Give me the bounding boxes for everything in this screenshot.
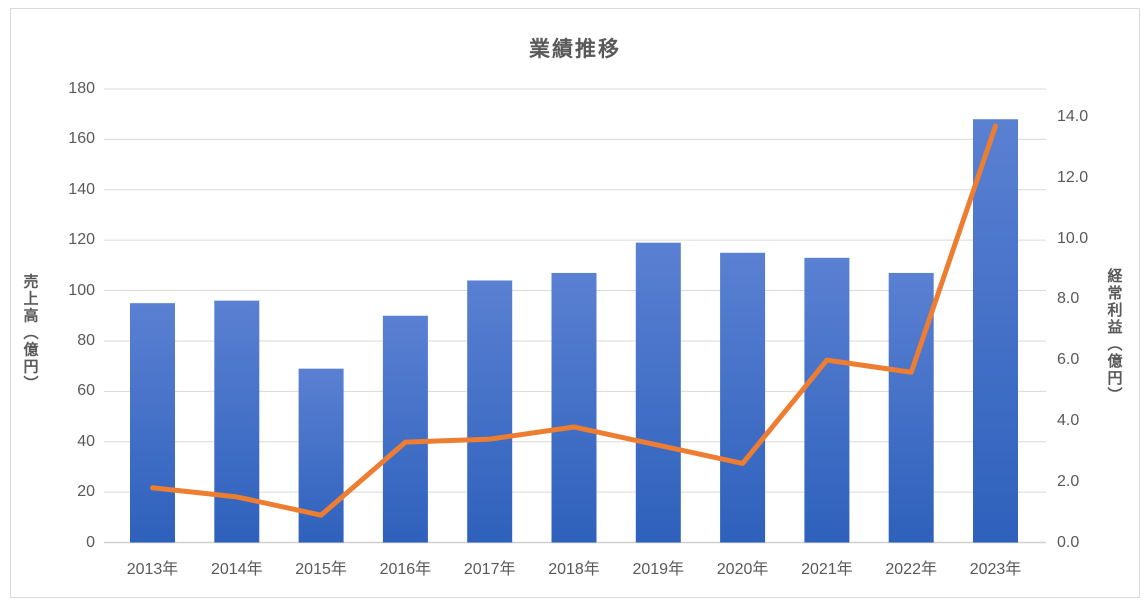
x-axis-label-2020年: 2020年 [716, 561, 769, 578]
left-axis-tick: 160 [68, 130, 95, 148]
left-axis-tick: 0 [86, 533, 95, 551]
left-axis-tick: 100 [68, 281, 95, 299]
bar-2022年 [888, 272, 934, 543]
x-axis-label-2018年: 2018年 [548, 561, 600, 578]
x-axis-label-2022年: 2022年 [885, 561, 937, 578]
left-axis-tick: 180 [68, 80, 95, 97]
bar-2017年 [467, 280, 513, 543]
right-axis-title: 経常利益（億円） [1105, 268, 1123, 404]
left-axis-title: 売上高（億円） [21, 273, 39, 393]
x-axis-label-2019年: 2019年 [632, 561, 685, 578]
bar-2014年 [214, 300, 260, 543]
right-axis-tick: 0.0 [1057, 533, 1080, 551]
bar-2023年 [973, 119, 1018, 543]
bar-2016年 [382, 315, 428, 543]
x-axis-label-2021年: 2021年 [801, 561, 853, 578]
right-axis-tick: 12.0 [1057, 168, 1089, 186]
x-axis-label-2015年: 2015年 [295, 561, 347, 578]
bar-2021年 [804, 257, 850, 543]
x-axis-label-2017年: 2017年 [463, 561, 516, 578]
x-axis-label-2014年: 2014年 [210, 561, 263, 578]
right-axis-tick: 2.0 [1057, 472, 1080, 490]
left-axis-tick: 80 [77, 331, 95, 349]
right-axis-tick: 14.0 [1057, 107, 1089, 125]
right-axis-tick: 4.0 [1057, 411, 1080, 429]
right-axis-tick: 10.0 [1057, 229, 1089, 247]
x-axis-label-2016年: 2016年 [379, 561, 432, 578]
left-axis-tick: 20 [77, 483, 95, 501]
profit-line [150, 123, 998, 518]
bar-series [130, 119, 1018, 543]
line-series [150, 123, 998, 518]
bar-2013年 [130, 303, 175, 543]
x-axis-label-2023年: 2023年 [969, 561, 1022, 578]
left-axis-tick: 140 [68, 180, 95, 198]
bar-2018年 [551, 272, 597, 543]
chart-title: 業績推移 [529, 38, 621, 61]
left-axis-tick: 60 [77, 382, 95, 400]
x-axis-label-2013年: 2013年 [126, 561, 179, 578]
left-axis-tick: 40 [77, 432, 95, 450]
right-axis-tick: 8.0 [1057, 290, 1080, 308]
left-axis-tick: 120 [68, 231, 95, 249]
right-axis-tick: 6.0 [1057, 351, 1080, 369]
bar-2019年 [635, 242, 681, 543]
bar-2020年 [720, 252, 766, 543]
